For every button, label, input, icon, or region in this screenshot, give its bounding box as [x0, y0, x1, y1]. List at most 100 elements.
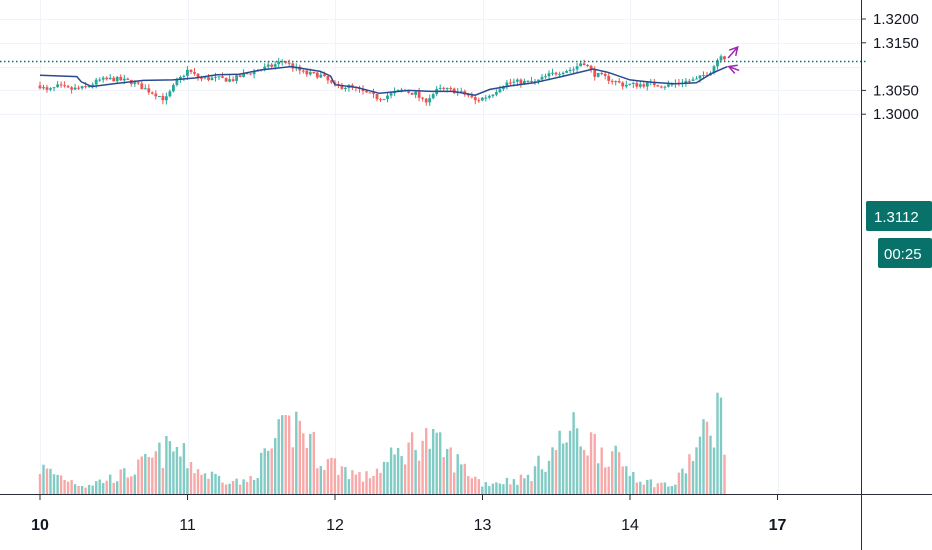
- candle-body: [287, 62, 291, 64]
- volume-bar: [102, 483, 105, 494]
- candle-body: [249, 73, 252, 75]
- volume-bar: [537, 455, 540, 494]
- candle-body: [491, 94, 495, 96]
- candle-body: [407, 91, 410, 93]
- volume-bar: [95, 481, 98, 494]
- candle-body: [568, 69, 572, 71]
- candle-body: [172, 85, 175, 92]
- moving-average-series: [39, 65, 728, 96]
- candle-body: [326, 76, 330, 81]
- volume-bar: [133, 474, 136, 494]
- candle-body: [203, 77, 207, 79]
- candle-body: [498, 89, 502, 93]
- candle-body: [642, 84, 646, 87]
- volume-bar: [516, 484, 519, 494]
- volume-bar: [575, 428, 579, 494]
- arrow-shaft: [728, 65, 740, 72]
- candle-body: [663, 86, 667, 88]
- candle-body: [445, 88, 449, 90]
- volume-bar: [252, 479, 256, 494]
- volume-bar: [600, 447, 603, 494]
- price-tick-label: 1.3200: [873, 11, 919, 28]
- candle-body: [716, 60, 719, 67]
- candle-body: [98, 79, 102, 81]
- volume-bar: [705, 421, 709, 494]
- candle-body: [523, 81, 526, 84]
- candle-body: [66, 86, 70, 88]
- candle-body: [719, 56, 723, 61]
- volume-bar: [410, 432, 414, 494]
- volume-bar: [684, 473, 688, 494]
- candle-body: [670, 84, 674, 86]
- candle-body: [196, 73, 200, 78]
- candle-body: [579, 63, 582, 67]
- candle-body: [273, 64, 277, 67]
- candle-body: [49, 88, 52, 90]
- volume-bar: [639, 481, 642, 494]
- time-axis[interactable]: 10 11 12 13 14 17: [31, 495, 787, 534]
- volume-bar: [519, 474, 523, 494]
- candle-body: [323, 74, 326, 76]
- volume-bar: [263, 448, 266, 494]
- volume-bar: [653, 487, 656, 494]
- volume-bar: [551, 447, 554, 494]
- last-price-tag: 1.3112: [874, 209, 919, 226]
- candle-body: [80, 86, 84, 89]
- volume-bar: [77, 486, 80, 494]
- candle-body: [108, 77, 112, 80]
- candle-body: [596, 73, 600, 77]
- candle-body: [186, 69, 189, 76]
- volume-bar: [130, 476, 133, 494]
- candle-body: [242, 73, 245, 77]
- drawing-annotations[interactable]: [727, 45, 740, 74]
- volume-bar: [611, 451, 614, 494]
- candle-body: [617, 81, 621, 83]
- volume-bar: [228, 483, 231, 494]
- volume-bar: [172, 451, 175, 494]
- volume-bar: [84, 487, 87, 494]
- volume-bar: [326, 459, 330, 494]
- candle-body: [101, 77, 105, 80]
- volume-bar: [509, 484, 512, 494]
- candle-body: [442, 87, 446, 89]
- price-axis[interactable]: 1.3200 1.3150 1.3050 1.3000: [862, 11, 919, 123]
- volume-bar: [182, 443, 186, 494]
- volume-bar: [168, 441, 172, 494]
- candle-body: [77, 87, 80, 89]
- candle-body: [582, 63, 586, 65]
- volume-bar: [470, 478, 473, 494]
- candle-body: [487, 95, 491, 98]
- volume-bar: [547, 460, 551, 494]
- candle-body: [652, 81, 656, 86]
- volume-bar: [319, 466, 322, 494]
- arrow-annotation[interactable]: [727, 64, 740, 74]
- volume-bar: [670, 486, 674, 494]
- volume-bar: [200, 474, 203, 494]
- volume-bar: [632, 472, 635, 494]
- volume-bar: [656, 483, 659, 494]
- volume-bar: [186, 468, 189, 494]
- volume-bar: [635, 482, 638, 494]
- candle-body: [224, 77, 228, 82]
- candle-body: [628, 83, 632, 85]
- volume-bar: [439, 432, 442, 494]
- candle-body: [516, 79, 519, 82]
- volume-bar: [582, 450, 586, 494]
- candle-body: [133, 82, 137, 84]
- arrow-annotation[interactable]: [727, 45, 739, 59]
- candle-body: [73, 87, 77, 90]
- candle-body: [695, 78, 698, 80]
- candle-body: [291, 63, 295, 69]
- candle-body: [136, 82, 140, 84]
- candle-body: [477, 100, 481, 102]
- candle-body: [365, 90, 368, 93]
- candle-body: [42, 87, 45, 89]
- volume-bar: [488, 486, 491, 494]
- volume-bar: [147, 456, 150, 494]
- candle-body: [143, 88, 147, 90]
- arrow-shaft: [727, 46, 739, 59]
- candle-body: [684, 80, 688, 84]
- candle-body: [389, 93, 393, 96]
- candle-body: [168, 91, 172, 97]
